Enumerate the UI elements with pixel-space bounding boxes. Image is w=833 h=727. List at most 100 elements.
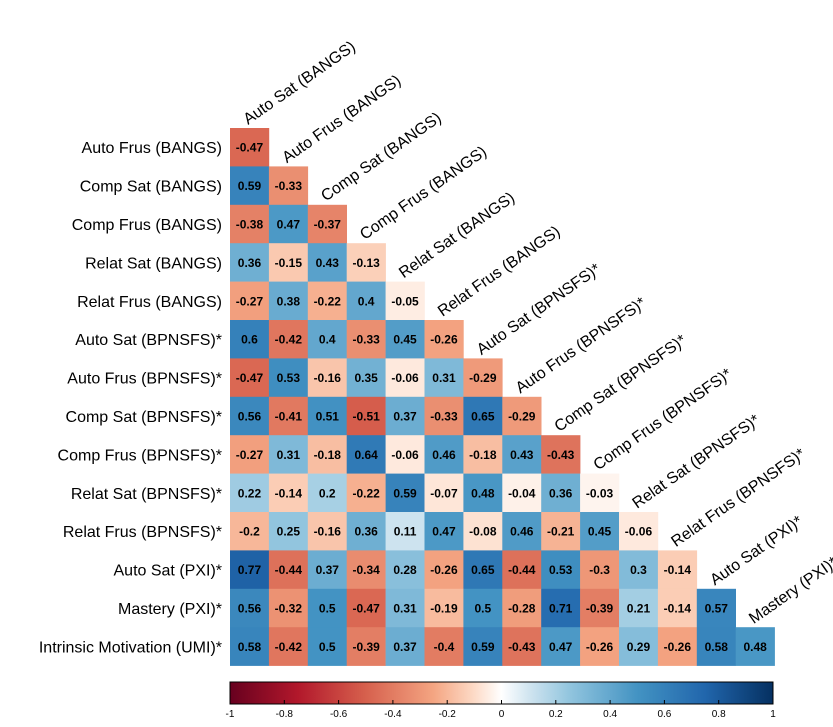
heatmap-cell	[268, 281, 309, 321]
cell-value-label: -0.38	[236, 218, 264, 232]
cell-value-label: -0.06	[391, 371, 419, 385]
column-label: Mastery (PXI)*	[746, 554, 833, 628]
cell-value-label: -0.33	[352, 333, 380, 347]
cell-value-label: -0.19	[430, 602, 458, 616]
heatmap-cell	[346, 512, 386, 551]
cell-value-label: -0.44	[508, 563, 536, 577]
heatmap-cell	[696, 627, 736, 666]
cell-value-label: -0.22	[352, 486, 380, 500]
cell-value-label: 0.53	[549, 563, 573, 577]
cell-value-label: 0.31	[432, 371, 456, 385]
cell-value-label: 0.11	[394, 525, 417, 539]
heatmap-cell	[307, 204, 347, 244]
legend-tick-label: -1	[226, 709, 235, 720]
heatmap-cell	[463, 550, 503, 590]
heatmap-cell	[696, 588, 736, 628]
heatmap-cell	[307, 396, 347, 436]
cell-value-label: 0.46	[432, 448, 456, 462]
cell-value-label: -0.47	[236, 141, 264, 155]
heatmap-cell	[424, 512, 464, 551]
heatmap-cell	[385, 588, 425, 628]
heatmap-cell	[385, 281, 425, 321]
heatmap-cell	[230, 128, 270, 167]
cell-value-label: -0.33	[275, 179, 303, 193]
heatmap-cell	[230, 550, 270, 590]
row-label: Mastery (PXI)*	[118, 601, 222, 618]
heatmap-cell	[230, 435, 270, 474]
cell-value-label: 0.4	[358, 294, 375, 308]
heatmap-cell	[230, 281, 270, 321]
cell-value-label: -0.42	[275, 333, 303, 347]
cell-value-label: -0.22	[314, 294, 342, 308]
heatmap-cell	[346, 627, 386, 666]
heatmap-cell	[541, 588, 581, 628]
heatmap-cells: -0.47 0.59 -0.33 -0.38 0.47 -0.37 0.36 -0.15 0.4…	[230, 128, 775, 666]
legend-tick-label: -0.6	[330, 709, 348, 720]
cell-value-label: -0.47	[352, 602, 380, 616]
cell-value-label: 0.45	[393, 333, 417, 347]
heatmap-cell	[619, 550, 659, 590]
heatmap-cell	[307, 588, 347, 628]
heatmap-cell	[502, 396, 542, 436]
cell-value-label: -0.42	[275, 640, 303, 654]
heatmap-cell	[268, 358, 309, 398]
row-label: Comp Sat (BANGS)	[80, 179, 222, 196]
cell-value-label: -0.18	[314, 448, 342, 462]
cell-value-label: -0.28	[508, 602, 536, 616]
row-label: Comp Sat (BPNSFS)*	[66, 409, 222, 426]
heatmap-cell	[424, 627, 464, 666]
heatmap-cell	[230, 320, 270, 359]
cell-value-label: -0.14	[275, 486, 303, 500]
heatmap-cell	[619, 512, 659, 551]
cell-value-label: 0.48	[471, 486, 495, 500]
cell-value-label: -0.26	[430, 333, 458, 347]
heatmap-cell	[268, 204, 309, 244]
cell-value-label: 0.29	[627, 640, 651, 654]
cell-value-label: -0.32	[275, 602, 303, 616]
cell-value-label: -0.15	[275, 256, 303, 270]
cell-value-label: -0.41	[275, 410, 303, 424]
cell-value-label: -0.18	[469, 448, 497, 462]
cell-value-label: 0.77	[238, 563, 262, 577]
cell-value-label: 0.65	[471, 563, 495, 577]
heatmap-cell	[580, 512, 620, 551]
row-labels: Auto Frus (BANGS) Comp Sat (BANGS) Comp Fr…	[39, 140, 222, 656]
cell-value-label: -0.43	[547, 448, 575, 462]
heatmap-cell	[463, 512, 503, 551]
legend-tick-label: -0.4	[384, 709, 402, 720]
heatmap-cell	[424, 473, 464, 513]
cell-value-label: -0.29	[469, 371, 497, 385]
cell-value-label: 0.64	[354, 448, 378, 462]
cell-value-label: -0.16	[314, 371, 342, 385]
heatmap-cell	[580, 627, 620, 666]
cell-value-label: -0.21	[547, 525, 575, 539]
cell-value-label: -0.4	[434, 640, 455, 654]
legend-tick-label: 0.4	[603, 709, 617, 720]
cell-value-label: -0.39	[586, 602, 614, 616]
heatmap-cell	[268, 512, 309, 551]
cell-value-label: 0.31	[393, 602, 417, 616]
heatmap-cell	[385, 627, 425, 666]
heatmap-cell	[385, 550, 425, 590]
heatmap-cell	[657, 627, 698, 666]
cell-value-label: -0.43	[508, 640, 536, 654]
heatmap-cell	[307, 550, 347, 590]
heatmap-cell	[463, 588, 503, 628]
heatmap-cell	[268, 588, 309, 628]
cell-value-label: 0.47	[277, 218, 301, 232]
cell-value-label: 0.36	[549, 486, 573, 500]
cell-value-label: -0.03	[586, 486, 614, 500]
cell-value-label: 0.59	[238, 179, 262, 193]
heatmap-cell	[230, 243, 270, 282]
cell-value-label: 0.51	[316, 410, 340, 424]
cell-value-label: 0.43	[316, 256, 340, 270]
heatmap-cell	[346, 243, 386, 282]
cell-value-label: 0.6	[241, 333, 258, 347]
heatmap-cell	[502, 512, 542, 551]
cell-value-label: 0.58	[705, 640, 729, 654]
cell-value-label: -0.44	[275, 563, 303, 577]
heatmap-cell	[424, 396, 464, 436]
heatmap-cell	[346, 473, 386, 513]
heatmap-cell	[346, 320, 386, 359]
